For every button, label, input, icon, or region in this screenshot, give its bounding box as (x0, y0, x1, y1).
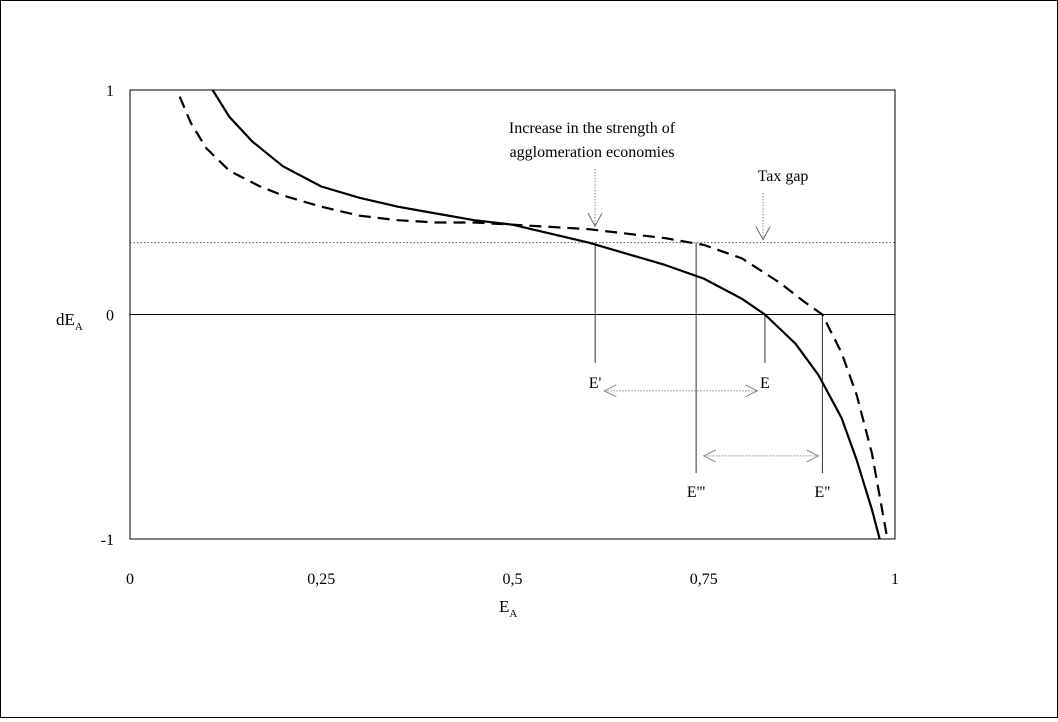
range-arrow-1 (702, 449, 820, 463)
x-axis-label-sub: A (509, 608, 517, 620)
x-axis-label-main: E (499, 597, 509, 616)
curves (178, 89, 889, 540)
y-axis-label-main: dE (56, 310, 75, 329)
series-dashed-line (178, 96, 889, 540)
x-axis-label: EA (499, 597, 517, 620)
point-label-1: E (760, 375, 770, 392)
x-tick-label-3: 0,75 (690, 571, 718, 588)
point-label-0: E' (589, 375, 602, 392)
annotation-1: Tax gap (755, 168, 809, 241)
y-tick-label-0: 1 (106, 83, 114, 100)
x-tick-label-0: 0 (126, 571, 134, 588)
series-solid-line (211, 89, 881, 540)
annotation-1-arrow-head (755, 226, 771, 241)
annotation-0-arrow-head (587, 212, 603, 228)
point-label-3: E'' (815, 484, 831, 501)
drop-lines (594, 242, 823, 473)
x-tick-label-4: 1 (891, 571, 899, 588)
y-tick-label-1: 0 (106, 308, 114, 325)
annotation-1-line-0: Tax gap (758, 168, 809, 185)
y-tick-label-2: -1 (101, 532, 114, 549)
point-label-2: E''' (687, 484, 706, 501)
tick-labels: 0 0,25 0,5 0,75 1 1 0 -1 (101, 83, 899, 588)
y-axis-label-sub: A (75, 321, 83, 333)
annotation-0-line-1: agglomeration economies (510, 144, 675, 161)
point-labels: E' E E''' E'' (589, 375, 830, 501)
range-arrow-0 (603, 384, 759, 398)
annotations: Increase in the strength of agglomeration… (509, 120, 809, 241)
x-tick-label-1: 0,25 (307, 571, 335, 588)
annotation-0-line-0: Increase in the strength of (509, 120, 676, 137)
reference-lines (130, 242, 895, 315)
x-tick-label-2: 0,5 (503, 571, 523, 588)
range-arrows (603, 384, 820, 463)
y-axis-label: dEA (56, 310, 83, 333)
annotation-0: Increase in the strength of agglomeration… (509, 120, 676, 228)
